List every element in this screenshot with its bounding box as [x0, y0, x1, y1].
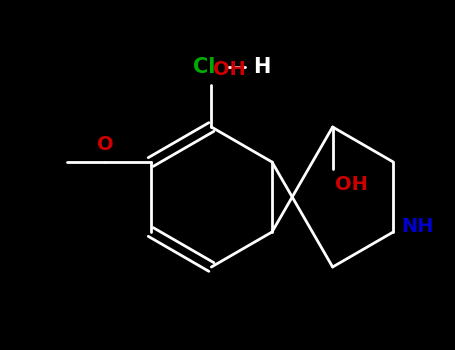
Text: NH: NH	[401, 217, 434, 237]
Text: O: O	[97, 135, 114, 154]
Text: OH: OH	[334, 175, 368, 194]
Text: H: H	[253, 57, 270, 77]
Text: OH: OH	[213, 60, 246, 79]
Text: Cl: Cl	[192, 57, 215, 77]
